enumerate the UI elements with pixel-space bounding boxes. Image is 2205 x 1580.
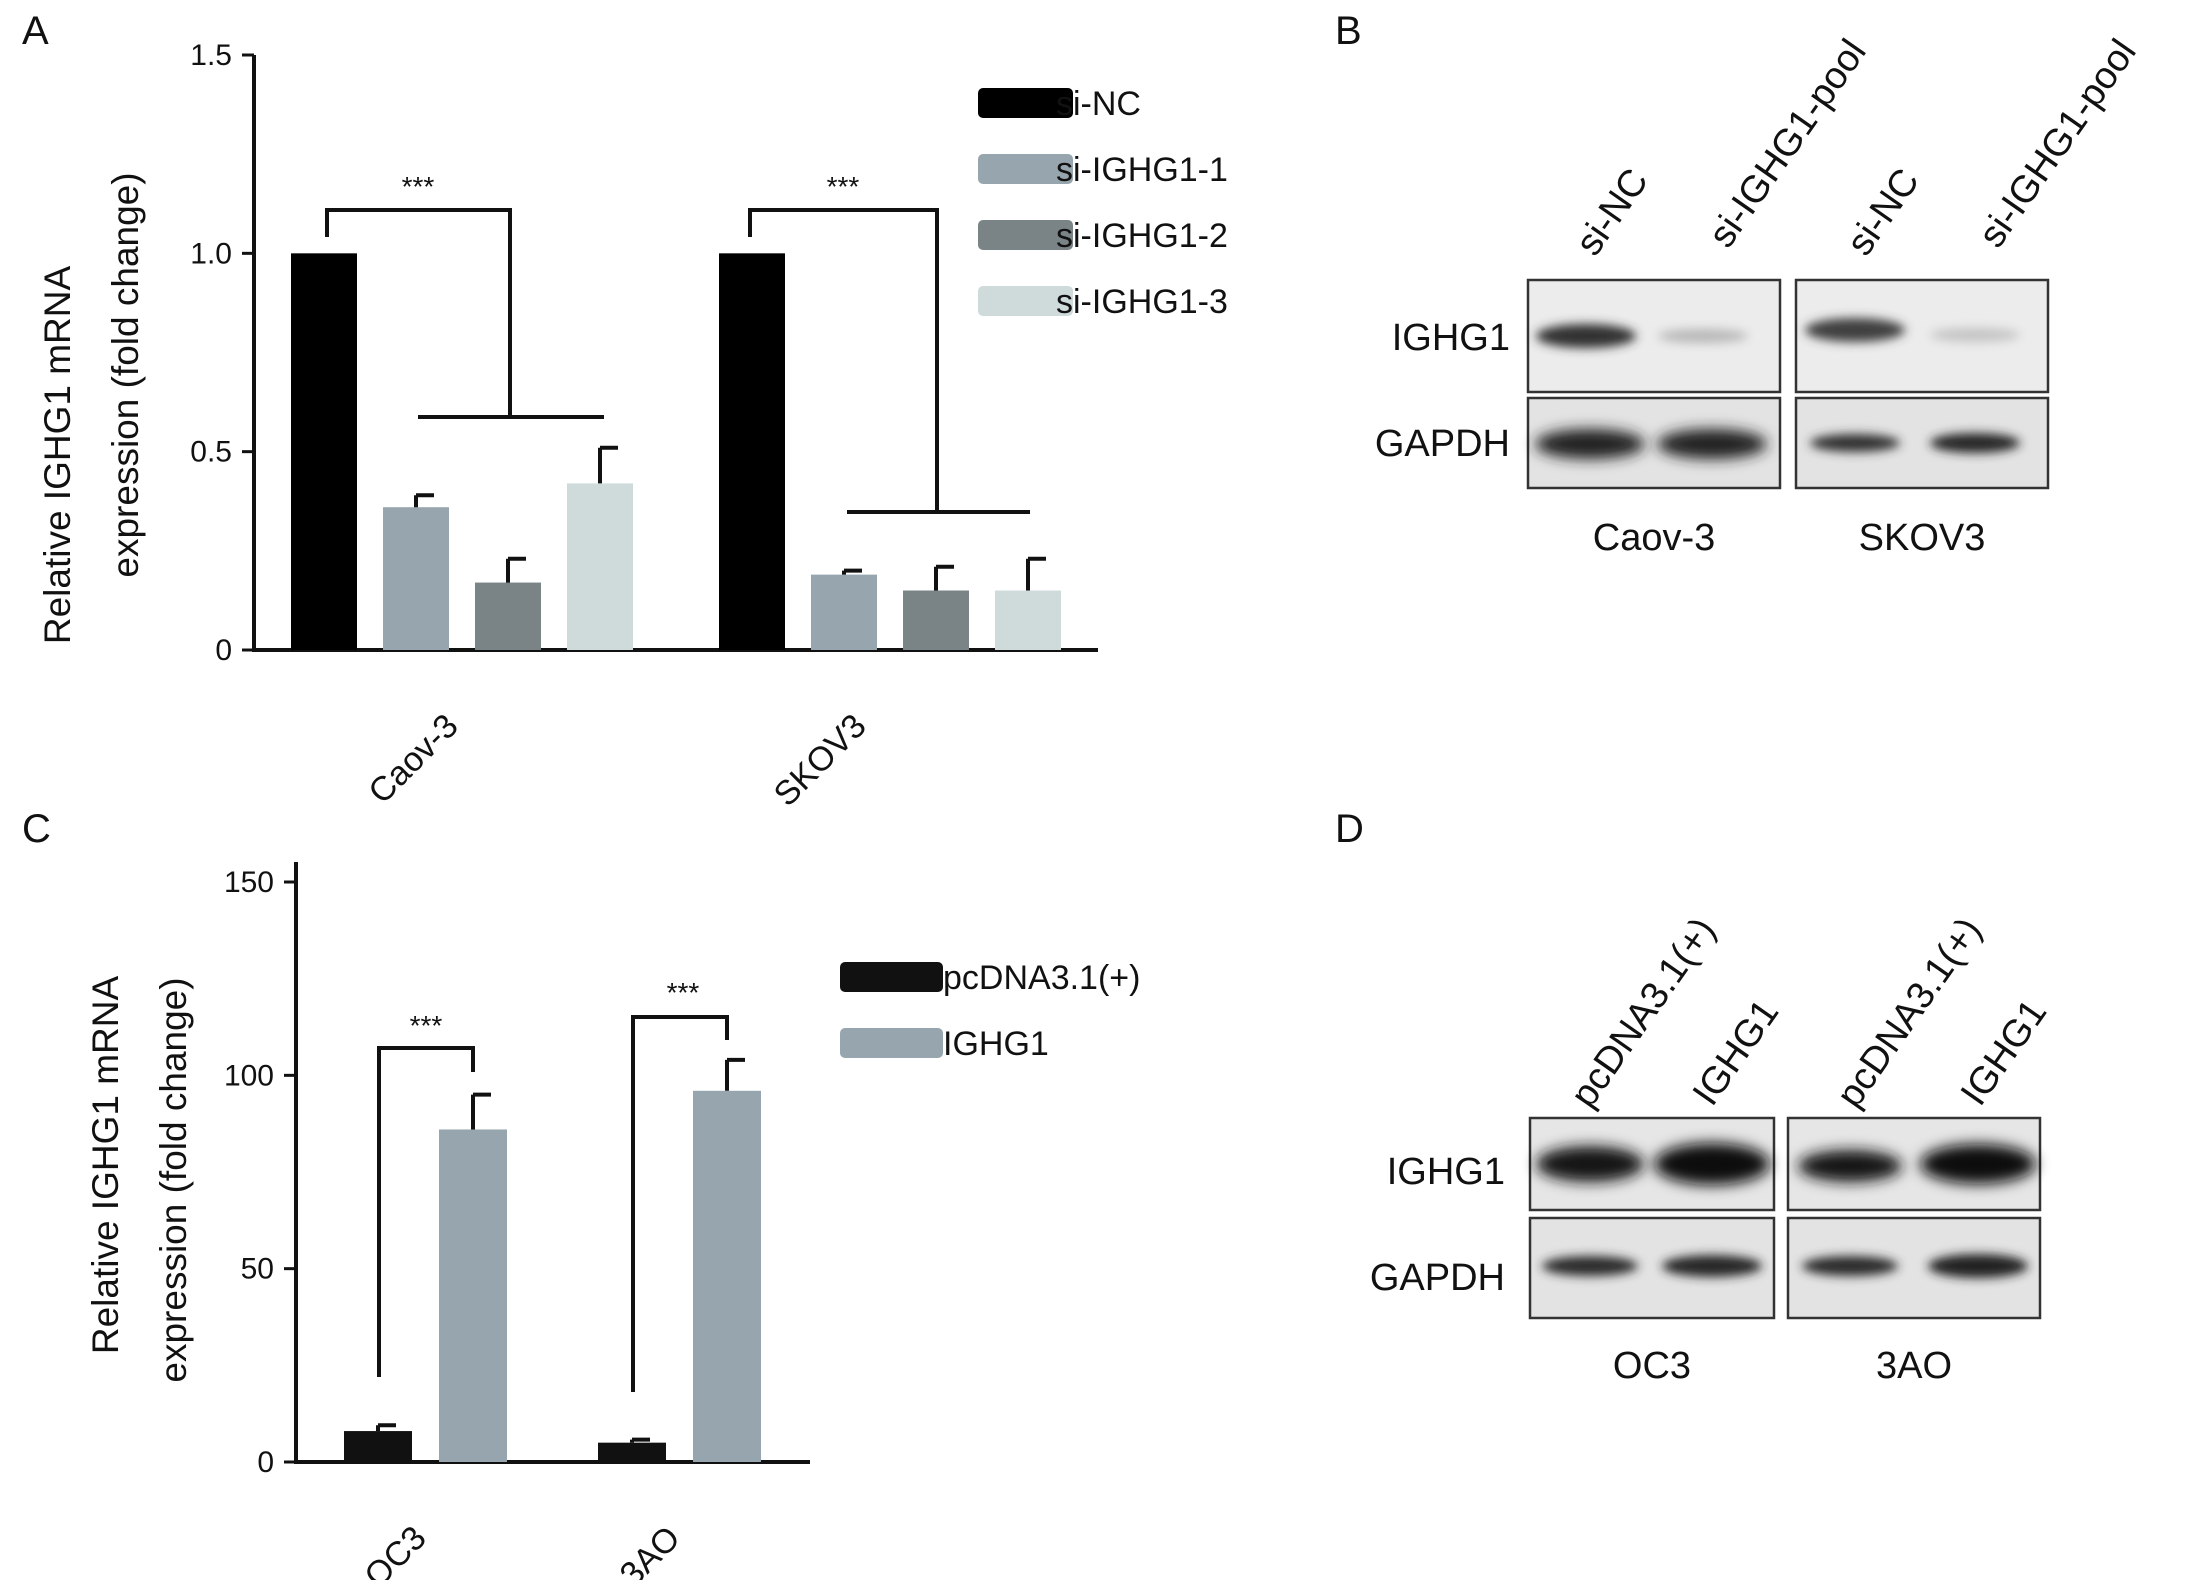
error-bar — [471, 1092, 491, 1130]
bar — [475, 582, 541, 650]
blot-band — [1810, 434, 1900, 452]
blot-band — [1930, 328, 2020, 342]
blot-cell-label: SKOV3 — [1859, 517, 1986, 559]
bar — [291, 253, 357, 651]
legend-swatch — [840, 1028, 943, 1058]
blot-band — [1930, 433, 2020, 453]
significance-bracket-oc3 — [377, 1046, 475, 1377]
bar — [598, 1442, 666, 1462]
bar — [811, 574, 877, 650]
y-tick-label: 1.0 — [190, 237, 232, 270]
blot-lane-label: si-IGHG1-pool — [1701, 32, 1875, 255]
blot-band — [1654, 1143, 1770, 1185]
blot-band — [1536, 324, 1636, 348]
legend-swatch — [978, 286, 1073, 316]
chart-a: Relative IGHG1 mRNA expression (fold cha… — [37, 39, 1228, 814]
blot-row-label: GAPDH — [1375, 423, 1510, 465]
x-category-label: OC3 — [357, 1519, 433, 1580]
error-bar — [1026, 556, 1046, 591]
western-blot-b: si-NC si-IGHG1-pool si-NC si-IGHG1-pool … — [1375, 32, 2145, 559]
blot-band — [1802, 1256, 1898, 1276]
error-bar — [934, 564, 954, 591]
blot-cell-label: Caov-3 — [1593, 517, 1716, 559]
y-tick-label: 1.5 — [190, 39, 232, 72]
x-category-label: 3AO — [613, 1519, 688, 1580]
chart-c: Relative IGHG1 mRNA expression (fold cha… — [85, 862, 1140, 1580]
error-bar — [414, 493, 434, 508]
legend-label: si-IGHG1-1 — [1056, 151, 1228, 189]
error-bar — [725, 1057, 745, 1091]
blot-lane-label: si-IGHG1-pool — [1971, 32, 2145, 255]
y-axis-label-line1-c: Relative IGHG1 mRNA — [85, 976, 126, 1355]
y-tick-label: 150 — [224, 866, 274, 899]
blot-row-label: IGHG1 — [1387, 1151, 1505, 1193]
blot-cell-label: OC3 — [1613, 1345, 1691, 1387]
legend-label: pcDNA3.1(+) — [943, 959, 1140, 997]
legend-label: si-IGHG1-3 — [1056, 283, 1228, 321]
bar — [567, 483, 633, 650]
significance-bracket-caov3 — [325, 208, 604, 419]
significance-label-skov3: *** — [827, 171, 860, 202]
blot-band — [1535, 429, 1645, 459]
bar — [903, 590, 969, 650]
panel-letter-d: D — [1335, 807, 1364, 851]
blot-band — [1536, 1146, 1644, 1182]
blot-row-label: IGHG1 — [1392, 317, 1510, 359]
y-axis-label-line2-a: expression (fold change) — [105, 172, 146, 577]
bar — [693, 1090, 761, 1462]
bar — [383, 507, 449, 650]
blot-band — [1542, 1256, 1638, 1276]
bar — [995, 590, 1061, 650]
y-axis-label-line1-a: Relative IGHG1 mRNA — [37, 266, 78, 645]
blot-lane-label: IGHG1 — [1953, 992, 2055, 1113]
significance-label-3ao: *** — [667, 977, 700, 1008]
x-category-label: SKOV3 — [767, 707, 874, 814]
blot-cell-label: 3AO — [1876, 1345, 1952, 1387]
blot-band — [1798, 1150, 1902, 1182]
error-bar — [506, 556, 526, 583]
bar — [344, 1431, 412, 1462]
legend-label: IGHG1 — [943, 1025, 1049, 1063]
y-tick-label: 100 — [224, 1059, 274, 1092]
error-bar — [376, 1423, 396, 1432]
y-tick-label: 0 — [215, 634, 232, 667]
legend-swatch — [978, 220, 1073, 250]
blot-lane-label: si-NC — [1839, 161, 1928, 263]
y-tick-label: 50 — [241, 1253, 274, 1286]
y-tick-label: 0 — [257, 1446, 274, 1479]
x-category-label: Caov-3 — [361, 707, 465, 811]
blot-band — [1805, 318, 1905, 342]
western-blot-d: pcDNA3.1(+) IGHG1 pcDNA3.1(+) IGHG1 IGHG… — [1370, 910, 2055, 1387]
legend-label: si-IGHG1-2 — [1056, 217, 1228, 255]
legend-label: si-NC — [1056, 85, 1141, 123]
error-bar — [598, 445, 618, 484]
error-bar — [842, 568, 862, 575]
y-axis-label-line2-c: expression (fold change) — [153, 977, 194, 1382]
significance-label-caov3: *** — [402, 171, 435, 202]
blot-lane-label: IGHG1 — [1685, 992, 1787, 1113]
bar — [439, 1129, 507, 1462]
blot-row-label: GAPDH — [1370, 1257, 1505, 1299]
blot-band — [1928, 1254, 2028, 1278]
panel-letter-c: C — [22, 807, 51, 851]
bar — [719, 253, 785, 651]
y-tick-label: 0.5 — [190, 436, 232, 469]
significance-bracket-3ao — [631, 1015, 729, 1392]
blot-band — [1920, 1144, 2036, 1184]
blot-lane-label: si-NC — [1568, 161, 1657, 263]
legend-swatch — [840, 962, 943, 992]
legend-swatch — [978, 88, 1073, 118]
blot-band — [1658, 329, 1748, 343]
significance-bracket-skov3 — [748, 208, 1030, 514]
error-bar — [630, 1437, 650, 1443]
panel-letter-a: A — [22, 9, 49, 53]
blot-band — [1657, 429, 1767, 459]
blot-band — [1662, 1255, 1762, 1277]
panel-letter-b: B — [1335, 9, 1362, 53]
legend-swatch — [978, 154, 1073, 184]
significance-label-oc3: *** — [410, 1010, 443, 1041]
